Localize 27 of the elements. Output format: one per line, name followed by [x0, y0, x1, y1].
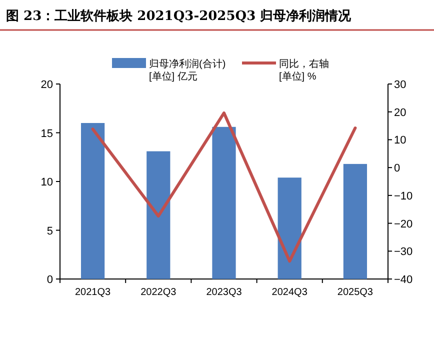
- x-tick-label: 2023Q3: [206, 287, 242, 298]
- bar: [278, 178, 302, 279]
- y2-tick-label: 10: [394, 134, 406, 147]
- y2-tick-label: −40: [394, 274, 413, 286]
- bar: [80, 123, 105, 279]
- legend-label: 同比，右轴 [单位] %: [279, 58, 329, 82]
- y-tick-label: 20: [40, 79, 53, 91]
- y-tick-label: 0: [46, 274, 53, 286]
- y-tick-label: 15: [40, 128, 53, 140]
- y-tick-label: 10: [40, 176, 53, 188]
- y2-tick-label: 30: [394, 79, 406, 91]
- x-tick-label: 2022Q3: [140, 287, 177, 298]
- x-tick-label: 2025Q3: [337, 287, 374, 298]
- chart-title: 图 23：工业软件板块 2021Q3-2025Q3 归母净利润情况: [6, 8, 352, 24]
- y-tick-label: 5: [46, 225, 53, 238]
- y2-tick-label: 0: [394, 162, 400, 175]
- x-tick-label: 2021Q3: [75, 287, 112, 298]
- y2-tick-label: 20: [394, 106, 406, 119]
- line-series: [91, 111, 357, 263]
- y2-tick-label: −30: [394, 246, 413, 258]
- x-tick-label: 2024Q3: [272, 287, 308, 298]
- legend-label: 归母净利润(合计) [单位] 亿元: [149, 58, 226, 82]
- y2-tick-label: −20: [394, 218, 413, 230]
- bar: [343, 164, 368, 279]
- y2-tick-label: −10: [394, 190, 413, 202]
- bar: [146, 151, 170, 279]
- bar: [212, 126, 236, 279]
